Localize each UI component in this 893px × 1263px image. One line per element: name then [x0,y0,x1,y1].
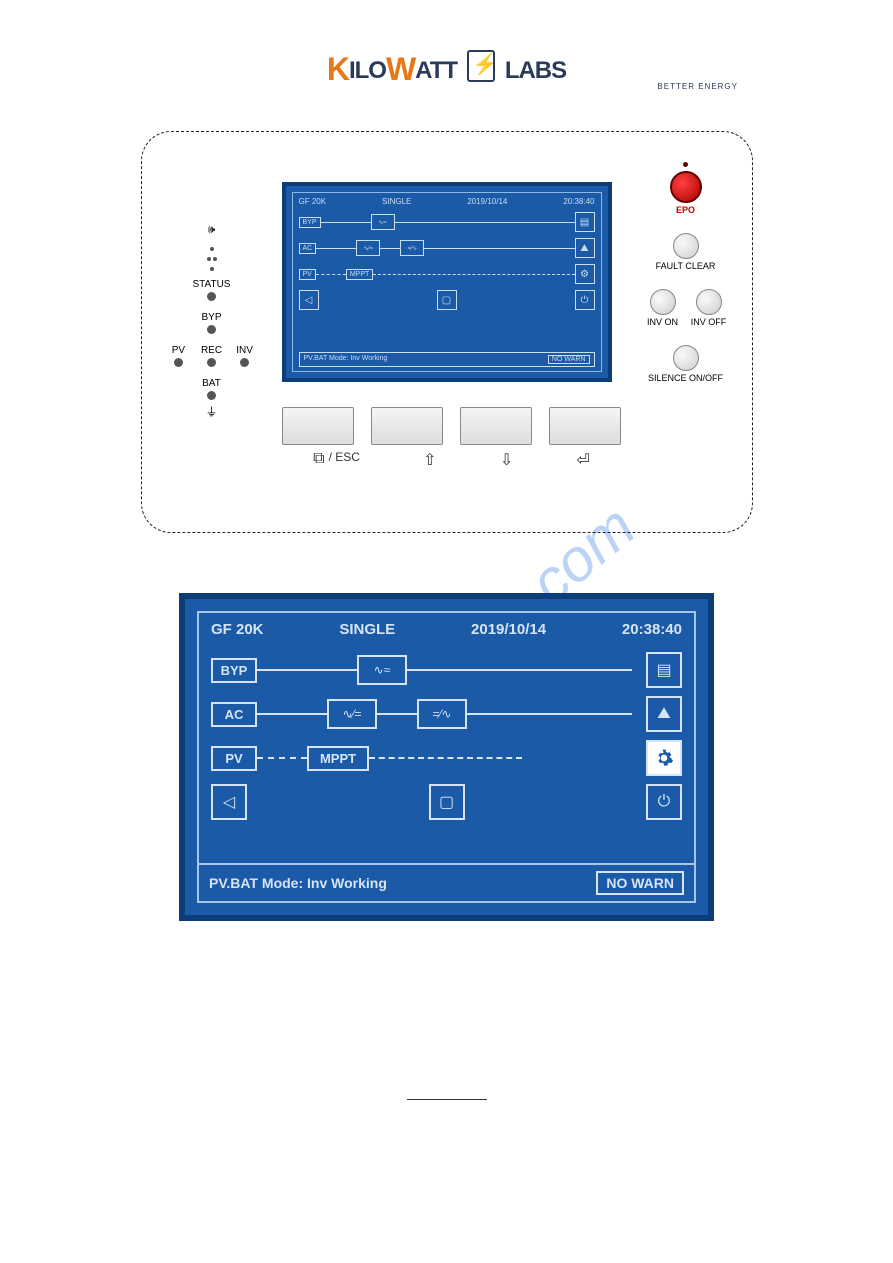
arrow-down-icon: ⇩ [500,450,513,470]
nav-up-button[interactable] [371,407,443,445]
logo-att: ATT [415,57,457,84]
inv-on-button[interactable] [650,289,676,315]
inv-label: INV [236,345,253,356]
mppt-tag: MPPT [307,746,369,771]
load-output-icon: ⛰ [646,696,682,732]
pv-label: PV [172,345,185,356]
silence-label: SILENCE ON/OFF [636,373,736,383]
settings-gear-icon [646,740,682,776]
epo-indicator-dot [683,162,688,167]
logo-ilo: ILO [349,57,386,84]
pv-led [174,358,183,367]
lcd-warn-box: NO WARN [596,871,684,895]
epo-button[interactable] [670,171,702,203]
page-footer [0,1091,893,1113]
fault-clear-label: FAULT CLEAR [636,261,736,271]
lcd-mode: SINGLE [339,621,395,638]
lcd-model-s: GF 20K [299,197,327,206]
power-icon: ⏻ [646,784,682,820]
lcd-status-s: PV.BAT Mode: Inv Working [304,355,388,364]
logo-bolt-icon: ⚡ [467,50,495,82]
epo-label: EPO [636,205,736,215]
right-button-column: EPO FAULT CLEAR INV ON INV OFF SILENCE O… [636,162,736,383]
esc-icon: ⧉/ ESC [313,450,360,470]
logo-labs: LABS [505,57,566,84]
lcd-warn-s: NO WARN [548,355,590,364]
nav-down-button[interactable] [460,407,532,445]
byp-conv-icon: ∿≈ [371,214,395,230]
byp-led [207,325,216,334]
lcd-date: 2019/10/14 [471,621,546,638]
ac-inv-icon: =⁄∿ [400,240,424,256]
lcd-time: 20:38:40 [622,621,682,638]
inverter-icon: =⁄∿ [417,699,467,729]
bat-led [207,391,216,400]
battery-icon-s: ▢ [437,290,457,310]
rectifier-icon: ∿⁄= [327,699,377,729]
lcd-screen-small: GF 20K SINGLE 2019/10/14 20:38:40 BYP ∿≈… [282,182,612,382]
inv-off-button[interactable] [696,289,722,315]
lcd-screen-large: GF 20K SINGLE 2019/10/14 20:38:40 BYP ∿≈… [179,593,714,921]
inv-off-label: INV OFF [689,317,729,327]
lcd-model: GF 20K [211,621,264,638]
enter-icon: ⏎ [576,450,589,470]
inv-led [240,358,249,367]
power-icon-s: ⏻ [575,290,595,310]
doc-icon: ▤ [575,212,595,232]
byp-tag: BYP [211,658,257,683]
rec-label: REC [201,345,222,356]
nav-button-row [282,407,622,445]
nav-enter-button[interactable] [549,407,621,445]
bat-label: BAT [162,378,262,389]
settings-icon-s: ⚙ [575,264,595,284]
ac-tag: AC [211,702,257,727]
lcd-date-s: 2019/10/14 [467,197,507,206]
battery-icon: ▢ [429,784,465,820]
load-icon: ⛰ [575,238,595,258]
silence-button[interactable] [673,345,699,371]
lcd-mode-s: SINGLE [382,197,411,206]
ground-icon: ⏚ [162,403,262,420]
control-panel: 🕪 STATUS BYP PV REC INV BA [141,131,753,533]
rec-led [207,358,216,367]
ac-rect-icon: ∿⁄= [356,240,380,256]
arrow-up-icon: ⇧ [423,450,436,470]
document-icon: ▤ [646,652,682,688]
logo: KILOWATT ⚡ LABS BETTER ENERGY [0,0,893,131]
byp-label: BYP [162,312,262,323]
byp-switch-icon: ∿≈ [357,655,407,685]
speaker-icon-s: ◁ [299,290,319,310]
status-led [207,292,216,301]
audio-icon: ◁ [211,784,247,820]
ac-tag-s: AC [299,243,317,254]
lcd-time-s: 20:38:40 [563,197,594,206]
pv-tag-s: PV [299,269,316,280]
status-label: STATUS [162,279,262,290]
mppt-tag-s: MPPT [346,269,373,280]
logo-k: K [327,51,349,87]
nav-esc-button[interactable] [282,407,354,445]
left-indicator-column: 🕪 STATUS BYP PV REC INV BA [162,222,262,426]
speaker-icon: 🕪 [208,222,216,236]
fault-clear-button[interactable] [673,233,699,259]
lcd-status-line: PV.BAT Mode: Inv Working [209,875,387,891]
logo-w: W [386,51,415,87]
byp-tag-s: BYP [299,217,321,228]
inv-on-label: INV ON [643,317,683,327]
pv-tag: PV [211,746,257,771]
dot-cluster-icon [162,243,262,273]
